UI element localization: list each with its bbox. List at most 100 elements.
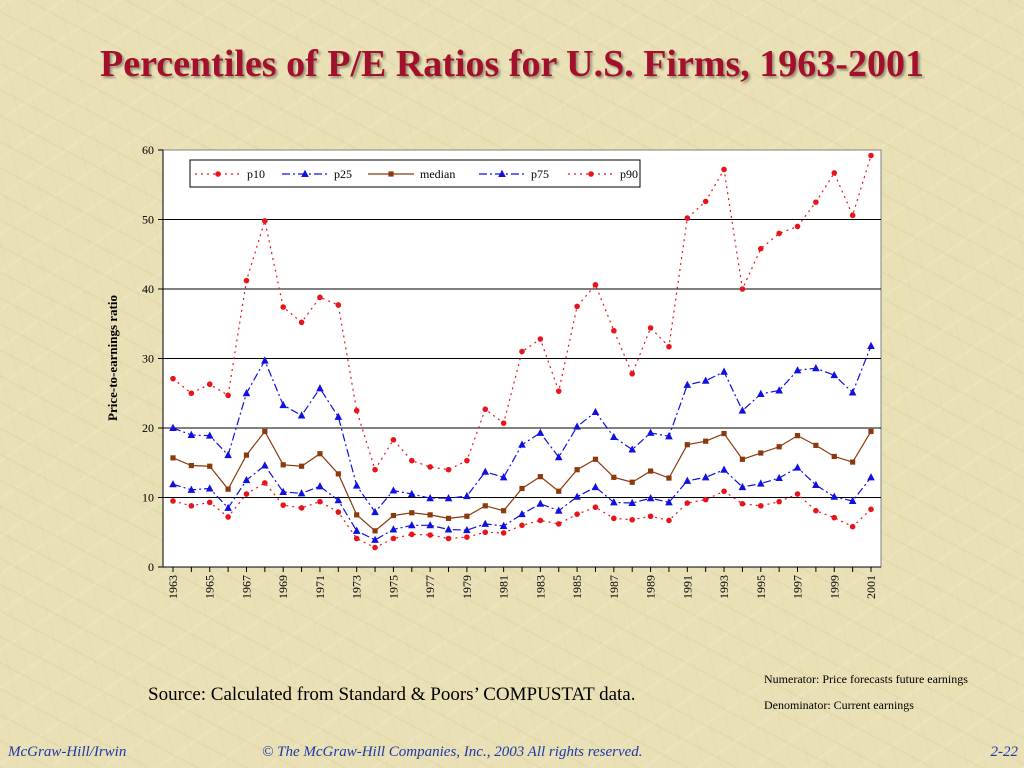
data-point-p10	[243, 491, 250, 497]
data-point-median	[372, 528, 378, 534]
data-point-p10	[170, 498, 176, 504]
data-point-median	[868, 428, 874, 435]
data-point-p75	[573, 422, 581, 430]
data-point-median	[280, 462, 286, 468]
data-point-p25	[316, 482, 324, 490]
data-point-p10	[721, 488, 727, 495]
data-point-p90	[335, 302, 342, 308]
x-tick-label: 1963	[166, 575, 180, 599]
data-point-p10	[849, 523, 856, 530]
data-point-p75	[867, 341, 875, 349]
data-point-p90	[206, 381, 213, 388]
data-point-p75	[628, 445, 637, 453]
data-point-p25	[848, 496, 857, 504]
legend-item-p75: p75	[479, 167, 549, 181]
data-point-p75	[738, 406, 747, 414]
data-point-p10	[335, 509, 342, 515]
data-point-p90	[794, 223, 801, 230]
data-point-p25	[830, 492, 839, 500]
data-point-p75	[665, 432, 673, 440]
data-point-median	[317, 451, 323, 457]
data-point-p10	[666, 517, 672, 524]
data-point-p10	[519, 522, 525, 529]
data-point-p75	[610, 432, 618, 441]
data-point-p25	[334, 496, 343, 504]
data-point-median	[629, 479, 635, 485]
data-point-p25	[701, 473, 710, 481]
data-point-p25	[793, 463, 802, 471]
legend-label: p90	[620, 167, 638, 181]
data-point-p10	[464, 534, 470, 540]
data-point-p75	[848, 388, 857, 396]
legend-label: p25	[334, 167, 352, 181]
data-point-p75	[205, 431, 214, 439]
x-tick-label: 1989	[644, 575, 658, 599]
y-tick-label: 20	[142, 421, 154, 435]
data-point-p25	[407, 521, 416, 529]
data-point-p10	[445, 535, 452, 542]
data-point-p90	[849, 212, 856, 219]
legend-swatch-marker	[301, 169, 309, 177]
data-point-p75	[775, 386, 783, 394]
data-point-p90	[353, 407, 360, 414]
gridlines	[163, 219, 881, 498]
data-point-median	[519, 485, 525, 492]
data-point-median	[188, 462, 194, 469]
data-point-p25	[646, 493, 655, 502]
data-point-median	[794, 433, 801, 439]
data-point-median	[776, 444, 782, 450]
data-point-p90	[464, 457, 470, 464]
x-tick-label: 1967	[239, 575, 253, 599]
series-median	[170, 428, 874, 534]
data-point-median	[225, 486, 231, 492]
x-tick-label: 1991	[680, 575, 694, 599]
data-point-p90	[776, 230, 782, 237]
data-point-p10	[280, 502, 287, 508]
data-point-median	[390, 512, 397, 519]
data-point-p25	[720, 465, 728, 473]
data-point-p75	[463, 491, 471, 500]
legend-swatch-marker	[215, 171, 221, 177]
slide-title: Percentiles of P/E Ratios for U.S. Firms…	[100, 43, 924, 85]
data-point-p90	[390, 437, 397, 443]
data-point-p10	[500, 530, 507, 536]
x-tick-label: 1983	[533, 575, 547, 599]
data-point-p10	[776, 498, 782, 505]
data-point-p10	[702, 496, 709, 503]
series-p25	[169, 461, 875, 543]
x-tick-label: 1979	[460, 575, 474, 599]
data-point-p75	[756, 389, 765, 397]
data-point-p75	[352, 481, 361, 489]
data-point-median	[758, 450, 764, 456]
data-point-p90	[868, 152, 874, 159]
x-tick-label: 1981	[497, 575, 511, 599]
denominator-note: Denominator: Current earnings	[764, 698, 914, 712]
data-point-p75	[499, 473, 508, 481]
data-point-p75	[407, 489, 416, 498]
data-point-median	[574, 467, 580, 473]
data-point-p90	[757, 245, 764, 252]
data-point-p75	[187, 430, 196, 438]
data-point-p75	[701, 376, 710, 384]
data-point-p25	[463, 525, 471, 534]
data-point-p10	[574, 511, 580, 517]
data-point-p25	[297, 489, 306, 497]
legend-swatch-marker	[388, 171, 394, 177]
data-point-p25	[352, 526, 361, 534]
data-point-p10	[868, 506, 874, 513]
legend-label: p75	[531, 167, 549, 181]
data-point-p90	[519, 348, 525, 355]
data-point-p25	[279, 487, 288, 495]
data-point-p75	[554, 452, 563, 461]
data-point-median	[262, 428, 268, 435]
data-point-p25	[554, 506, 563, 514]
data-point-p10	[225, 514, 231, 520]
data-point-p25	[738, 482, 747, 491]
data-point-p75	[242, 389, 251, 397]
legend-item-p25: p25	[282, 167, 352, 181]
legend-item-p90: p90	[568, 167, 638, 181]
data-point-p10	[408, 531, 415, 538]
data-point-p90	[280, 304, 287, 310]
data-point-median	[592, 456, 599, 462]
